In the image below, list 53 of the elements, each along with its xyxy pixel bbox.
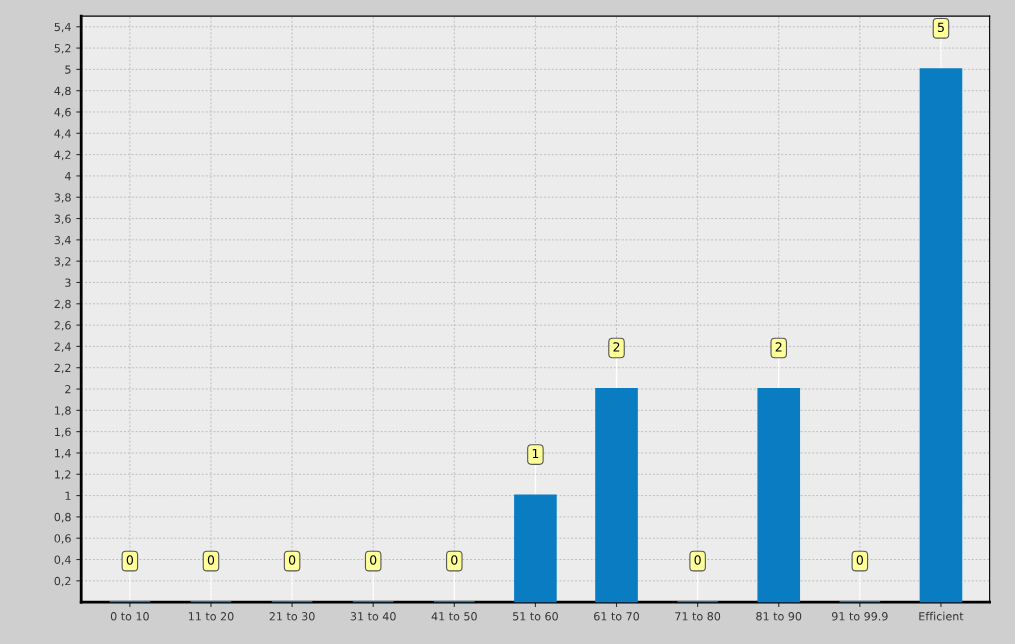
y-tick-label: 2,8 [54, 299, 71, 310]
x-tick-label: 0 to 10 [110, 612, 149, 621]
x-tick-label: 71 to 80 [675, 612, 721, 621]
y-tick-label: 1 [65, 491, 71, 500]
y-tick-label: 2,6 [54, 321, 71, 331]
y-tick-label: 0,4 [54, 555, 71, 566]
y-tick-label: 5,2 [54, 44, 71, 54]
data-label: 1 [532, 448, 539, 459]
x-tick-label: Efficient [919, 611, 964, 621]
y-tick-label: 0,2 [54, 576, 71, 587]
y-tick-label: 3,4 [54, 235, 71, 246]
y-tick-label: 3,8 [54, 193, 71, 203]
data-label: 2 [775, 342, 782, 352]
data-label: 0 [856, 555, 863, 565]
y-tick-label: 3 [65, 278, 71, 287]
y-tick-label: 2,4 [54, 342, 71, 352]
bar [595, 387, 638, 603]
x-tick-label: 31 to 40 [350, 612, 396, 621]
y-tick-label: 3,2 [54, 257, 71, 267]
x-tick-label: 41 to 50 [431, 612, 477, 621]
data-label: 5 [937, 22, 944, 32]
y-tick-label: 4,2 [54, 150, 71, 161]
x-tick-label: 11 to 20 [188, 612, 234, 621]
data-label: 0 [288, 555, 296, 565]
y-tick-label: 1,4 [55, 449, 71, 459]
y-tick-label: 0,8 [54, 512, 71, 523]
x-tick-label: 21 to 30 [269, 612, 315, 621]
y-tick-label: 1,6 [55, 427, 71, 438]
data-label: 0 [370, 555, 377, 565]
y-tick-label: 5,4 [54, 22, 71, 33]
y-tick-label: 4,6 [54, 107, 71, 118]
data-label: 0 [126, 555, 134, 565]
data-label: 0 [451, 555, 458, 565]
y-tick-label: 3,6 [54, 214, 71, 225]
y-tick-label: 5 [65, 65, 71, 74]
y-tick-label: 4 [64, 172, 71, 181]
x-tick-label: 61 to 70 [594, 612, 640, 621]
data-label: 0 [207, 555, 215, 565]
y-tick-label: 4,8 [54, 86, 71, 97]
data-label: 0 [694, 555, 701, 565]
bar [919, 68, 963, 603]
data-label: 2 [613, 342, 620, 352]
y-tick-label: 2,2 [54, 363, 71, 374]
y-tick-label: 1,8 [55, 406, 71, 416]
y-tick-label: 1,2 [55, 470, 71, 480]
y-tick-label: 2 [65, 385, 71, 394]
x-tick-label: 81 to 90 [756, 612, 802, 621]
x-tick-label: 51 to 60 [513, 612, 558, 621]
bar [514, 494, 557, 603]
bar [757, 387, 801, 603]
y-tick-label: 0,6 [54, 534, 71, 544]
y-tick-label: 4,4 [54, 129, 71, 139]
x-tick-label: 91 to 99.9 [832, 612, 888, 621]
